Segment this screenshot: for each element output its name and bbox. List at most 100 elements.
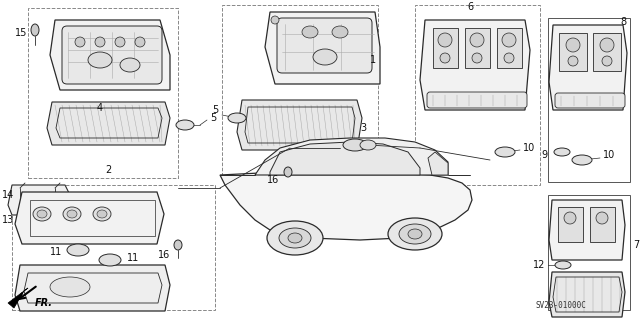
Polygon shape xyxy=(549,272,625,317)
Ellipse shape xyxy=(554,148,570,156)
Polygon shape xyxy=(47,102,170,145)
Text: 12: 12 xyxy=(532,260,545,270)
Text: 13: 13 xyxy=(2,215,14,225)
Ellipse shape xyxy=(399,224,431,244)
Ellipse shape xyxy=(88,52,112,68)
Ellipse shape xyxy=(176,120,194,130)
Ellipse shape xyxy=(388,218,442,250)
Ellipse shape xyxy=(271,16,279,24)
Ellipse shape xyxy=(279,228,311,248)
Text: 1: 1 xyxy=(370,55,376,65)
Ellipse shape xyxy=(564,212,576,224)
Text: 10: 10 xyxy=(523,143,535,153)
Ellipse shape xyxy=(600,38,614,52)
Polygon shape xyxy=(549,25,627,110)
Polygon shape xyxy=(428,152,448,175)
Bar xyxy=(558,207,583,242)
Ellipse shape xyxy=(75,37,85,47)
Ellipse shape xyxy=(228,113,246,123)
Ellipse shape xyxy=(120,58,140,72)
Ellipse shape xyxy=(115,37,125,47)
Polygon shape xyxy=(15,192,164,244)
Ellipse shape xyxy=(360,140,376,150)
Ellipse shape xyxy=(31,24,39,36)
Bar xyxy=(433,28,458,68)
Ellipse shape xyxy=(602,56,612,66)
Ellipse shape xyxy=(568,56,578,66)
Ellipse shape xyxy=(67,244,89,256)
Ellipse shape xyxy=(99,254,121,266)
Polygon shape xyxy=(8,288,28,308)
Text: 9: 9 xyxy=(542,150,548,160)
Ellipse shape xyxy=(472,53,482,63)
Ellipse shape xyxy=(302,26,318,38)
Ellipse shape xyxy=(93,207,111,221)
Bar xyxy=(415,5,540,185)
Text: 2: 2 xyxy=(105,165,111,175)
FancyBboxPatch shape xyxy=(555,93,625,108)
Text: 15: 15 xyxy=(15,28,28,38)
Ellipse shape xyxy=(174,240,182,250)
Text: 16: 16 xyxy=(267,175,279,185)
Polygon shape xyxy=(255,138,448,175)
Ellipse shape xyxy=(502,33,516,47)
Text: 6: 6 xyxy=(467,2,473,12)
Ellipse shape xyxy=(438,33,452,47)
Polygon shape xyxy=(50,20,170,90)
Ellipse shape xyxy=(63,207,81,221)
Ellipse shape xyxy=(596,212,608,224)
Ellipse shape xyxy=(332,26,348,38)
Ellipse shape xyxy=(572,155,592,165)
FancyBboxPatch shape xyxy=(427,92,527,108)
Ellipse shape xyxy=(440,53,450,63)
Bar xyxy=(548,195,630,310)
Polygon shape xyxy=(237,100,362,150)
Bar xyxy=(28,8,178,178)
Text: 4: 4 xyxy=(97,103,103,113)
Polygon shape xyxy=(220,172,472,240)
Text: 5: 5 xyxy=(210,113,216,123)
Ellipse shape xyxy=(33,207,51,221)
Text: 7: 7 xyxy=(633,240,639,250)
Ellipse shape xyxy=(470,33,484,47)
Ellipse shape xyxy=(408,229,422,239)
Ellipse shape xyxy=(504,53,514,63)
Bar xyxy=(12,185,215,310)
Bar xyxy=(497,28,522,68)
Text: 10: 10 xyxy=(603,150,615,160)
Bar xyxy=(593,33,621,71)
Polygon shape xyxy=(420,20,530,110)
Bar xyxy=(465,28,490,68)
Text: 16: 16 xyxy=(157,250,170,260)
Bar xyxy=(559,33,587,71)
FancyBboxPatch shape xyxy=(62,26,162,84)
Text: SV23-01000C: SV23-01000C xyxy=(535,300,586,309)
Ellipse shape xyxy=(313,49,337,65)
Text: 14: 14 xyxy=(2,190,14,200)
Ellipse shape xyxy=(135,37,145,47)
Ellipse shape xyxy=(284,167,292,177)
Ellipse shape xyxy=(97,210,107,218)
Text: 11: 11 xyxy=(127,253,140,263)
Text: 5: 5 xyxy=(212,105,218,115)
Polygon shape xyxy=(8,185,70,215)
Ellipse shape xyxy=(288,233,302,243)
Polygon shape xyxy=(265,12,380,84)
Bar xyxy=(30,200,155,236)
Bar xyxy=(548,18,630,182)
Text: 3: 3 xyxy=(360,123,366,133)
Ellipse shape xyxy=(67,210,77,218)
Polygon shape xyxy=(15,265,170,311)
Ellipse shape xyxy=(50,277,90,297)
Ellipse shape xyxy=(37,210,47,218)
Polygon shape xyxy=(270,142,420,175)
Bar xyxy=(222,5,378,180)
Ellipse shape xyxy=(95,37,105,47)
Ellipse shape xyxy=(566,38,580,52)
Bar xyxy=(590,207,615,242)
Ellipse shape xyxy=(495,147,515,157)
FancyBboxPatch shape xyxy=(277,18,372,73)
Text: 8: 8 xyxy=(620,17,626,27)
Polygon shape xyxy=(549,200,625,260)
Text: 11: 11 xyxy=(50,247,62,257)
